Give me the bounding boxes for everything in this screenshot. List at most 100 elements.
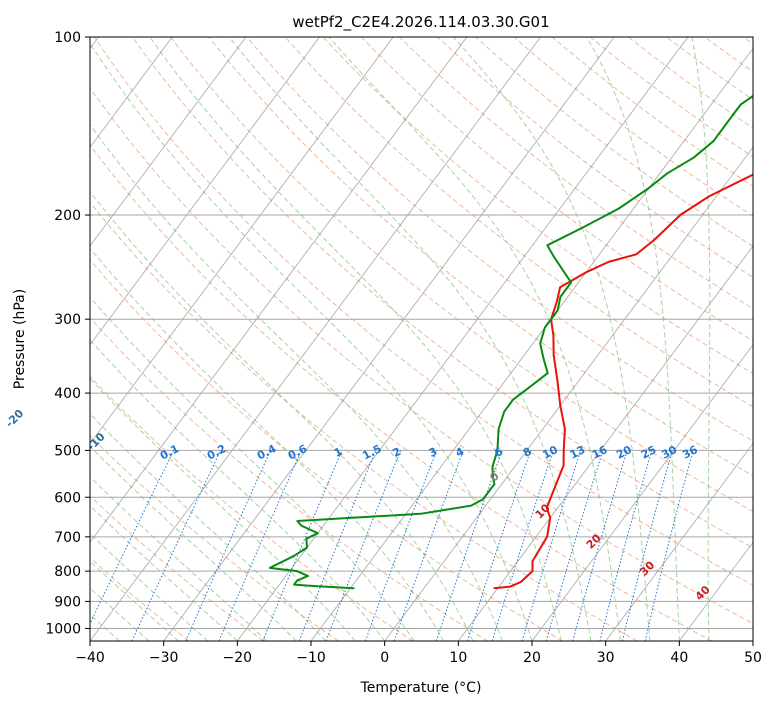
series-point <box>503 411 505 413</box>
series-point <box>770 83 771 84</box>
series-point <box>582 227 584 229</box>
axes: −40 −30 −20 −10 0 10 20 30 40 50 100 200 300 400 500 60… <box>45 30 762 666</box>
series-point <box>529 386 531 388</box>
dry-adiabat-label: -10 <box>84 430 107 453</box>
mixing-ratio-line <box>90 450 175 625</box>
isotherm <box>237 37 689 641</box>
mixing-ratio-label: 2 <box>391 445 404 460</box>
series-point <box>491 466 494 468</box>
dry-adiabat <box>90 556 190 641</box>
series-point <box>531 570 534 572</box>
chart-title: wetPf2_C2E4.2026.114.03.30.G01 <box>292 13 549 32</box>
mixing-ratio-line <box>185 450 271 641</box>
dry-adiabat <box>551 37 753 187</box>
mixing-ratio-label: 3 <box>427 445 440 460</box>
moist-adiabat <box>328 37 621 641</box>
series-point <box>420 513 422 515</box>
series-point <box>547 372 549 374</box>
series-point <box>544 327 546 329</box>
isotherm <box>310 47 753 641</box>
dry-adiabat <box>666 37 753 101</box>
moist-adiabat <box>149 37 562 641</box>
moist-adiabat <box>90 339 386 641</box>
series-point <box>493 587 495 589</box>
mixing-ratio-label: 0.2 <box>205 442 228 462</box>
mixing-ratio-line <box>491 450 554 641</box>
x-tick-label: −30 <box>149 650 179 666</box>
isotherm <box>531 344 753 641</box>
series-point <box>509 586 511 588</box>
series-point <box>557 309 559 312</box>
mixing-ratio-line <box>262 450 343 641</box>
series-point <box>648 187 650 189</box>
series-point <box>296 580 298 582</box>
moist-adiabat <box>90 445 297 641</box>
series-point <box>559 296 562 298</box>
mixing-ratio-label: 10 <box>540 443 560 462</box>
dry-adiabat <box>284 37 753 408</box>
series-point <box>531 560 534 562</box>
moist-adiabat <box>90 377 356 641</box>
isotherm <box>605 442 753 641</box>
isotherm <box>384 146 753 641</box>
y-tick-label: 100 <box>54 30 81 46</box>
series-point <box>307 575 309 577</box>
y-tick-label: 600 <box>54 490 81 506</box>
mixing-ratio-line <box>325 450 401 641</box>
mixing-ratio-label: 16 <box>590 443 610 462</box>
dry-adiabat <box>90 317 488 641</box>
series-point <box>549 517 551 519</box>
series-point <box>563 464 565 466</box>
moist-adiabat <box>691 37 711 641</box>
y-tick-label: 1000 <box>45 621 81 637</box>
mixing-ratio-label: 30 <box>660 443 680 462</box>
series-point <box>635 253 637 255</box>
dry-adiabat <box>90 144 712 641</box>
dry-adiabat <box>90 375 414 641</box>
moist-adiabat <box>90 190 474 641</box>
mixing-ratio-label: 4 <box>453 445 466 460</box>
isotherm <box>90 37 468 543</box>
background-lines <box>90 37 753 641</box>
mixing-ratio-line <box>393 450 464 641</box>
y-tick-label: 300 <box>54 312 81 328</box>
series-point <box>693 157 695 159</box>
mixing-ratio-line <box>467 450 532 641</box>
mixing-ratio-label: 0.6 <box>286 442 310 463</box>
series-point <box>296 570 298 572</box>
y-tick-label: 500 <box>54 443 81 459</box>
x-tick-label: −10 <box>296 650 326 666</box>
mixing-ratio-label: 1.5 <box>360 442 383 462</box>
x-tick-label: 50 <box>744 650 762 666</box>
y-tick-label: 400 <box>54 386 81 402</box>
series-point <box>666 172 668 174</box>
series-point <box>563 449 565 451</box>
moist-adiabat <box>90 42 533 641</box>
series-point <box>608 261 610 263</box>
series-point <box>498 428 500 430</box>
dry-adiabat <box>90 87 753 625</box>
moist-adiabat <box>90 123 503 641</box>
x-axis-label: Temperature (°C) <box>360 680 482 696</box>
mixing-ratio-label: 20 <box>614 443 634 462</box>
mixing-ratio-line <box>364 450 438 641</box>
x-tick-label: −40 <box>75 650 105 666</box>
moist-adiabat <box>586 37 680 641</box>
series-point <box>570 281 572 283</box>
mixing-ratio-line <box>572 450 628 641</box>
series-point <box>585 271 587 273</box>
dry-adiabat <box>704 37 753 73</box>
dry-adiabat <box>90 259 563 641</box>
moist-adiabat <box>228 37 592 641</box>
y-axis-label: Pressure (hPa) <box>12 289 28 389</box>
series-point <box>559 286 561 288</box>
mixing-ratio-line <box>218 450 302 641</box>
moist-adiabat <box>90 296 415 641</box>
mixing-ratio-line <box>599 450 653 641</box>
series-line <box>493 173 753 590</box>
series-point <box>306 547 308 549</box>
series-point <box>520 581 522 583</box>
dry-adiabat-label: -20 <box>3 407 26 430</box>
series-point <box>654 238 656 241</box>
